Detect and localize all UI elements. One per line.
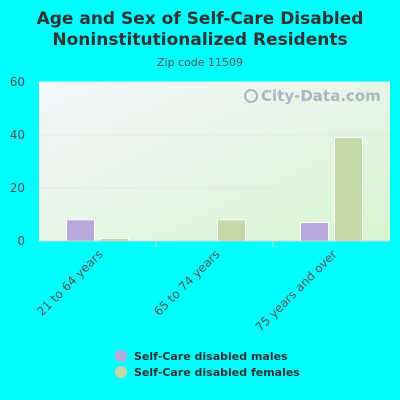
x-category-label: 21 to 64 years <box>34 247 105 318</box>
grid-lines <box>39 81 390 189</box>
chart-subtitle: Zip code 11509 <box>157 56 243 69</box>
watermark-text: City-Data.com <box>261 87 381 105</box>
chart-title-line-2: Noninstitutionalized Residents <box>52 30 347 50</box>
legend-swatch-females <box>115 366 127 378</box>
bar-males <box>66 219 95 242</box>
x-category-label: 75 years and over <box>253 247 340 334</box>
bar-females <box>217 219 246 242</box>
y-tick-label: 0 <box>17 234 25 248</box>
y-tick-label: 60 <box>10 75 25 89</box>
x-category-label: 65 to 74 years <box>151 247 222 318</box>
watermark-icon <box>244 89 258 103</box>
bar-females <box>334 137 363 242</box>
bars <box>66 137 363 242</box>
legend-swatch-males <box>115 350 127 362</box>
x-axis-categories: 21 to 64 years 65 to 74 years 75 years and… <box>34 241 340 334</box>
legend-label-males: Self-Care disabled males <box>134 350 288 363</box>
bar-males <box>300 221 329 242</box>
plot-area <box>39 82 390 241</box>
y-tick-label: 20 <box>10 181 25 195</box>
y-axis-ticks: 0 20 40 60 <box>10 75 25 248</box>
y-tick-label: 40 <box>10 128 25 142</box>
legend-label-females: Self-Care disabled females <box>134 366 300 379</box>
watermark: City-Data.com <box>244 87 381 105</box>
chart-title-line-1: Age and Sex of Self-Care Disabled <box>37 9 364 29</box>
legend: Self-Care disabled males Self-Care disab… <box>115 350 300 379</box>
